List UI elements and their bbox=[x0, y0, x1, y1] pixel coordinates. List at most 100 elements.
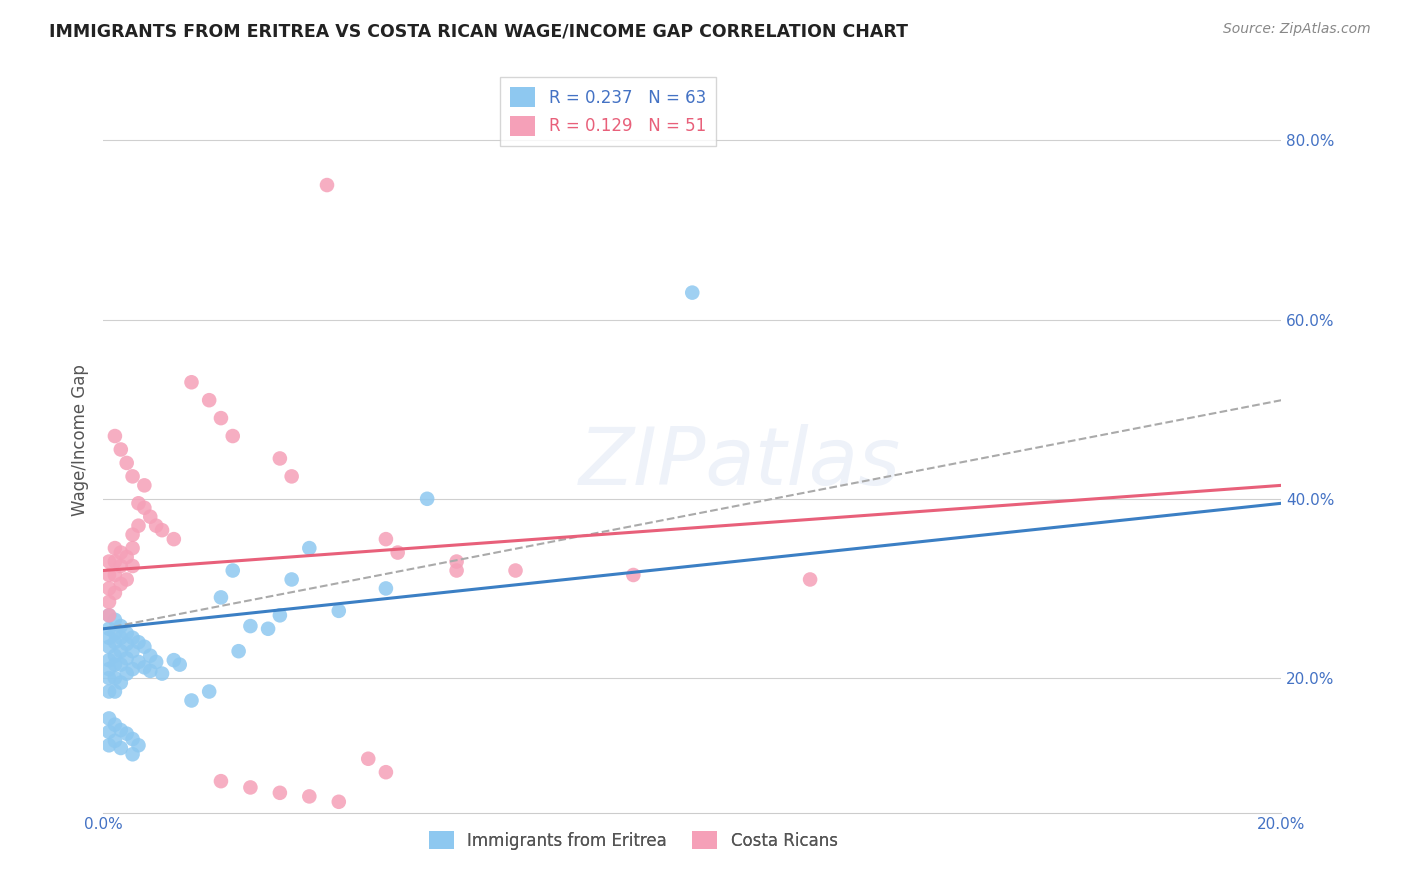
Y-axis label: Wage/Income Gap: Wage/Income Gap bbox=[72, 365, 89, 516]
Point bbox=[121, 541, 143, 555]
Point bbox=[799, 573, 821, 587]
Point bbox=[127, 496, 149, 510]
Point bbox=[115, 550, 138, 565]
Point bbox=[104, 671, 127, 685]
Point bbox=[374, 532, 396, 546]
Point bbox=[110, 675, 132, 690]
Point bbox=[121, 631, 143, 645]
Point bbox=[115, 626, 138, 640]
Point bbox=[357, 752, 380, 766]
Point bbox=[98, 671, 121, 685]
Point bbox=[134, 640, 156, 654]
Point bbox=[98, 640, 121, 654]
Point bbox=[104, 684, 127, 698]
Point bbox=[198, 393, 221, 408]
Point bbox=[209, 591, 232, 605]
Point bbox=[98, 662, 121, 676]
Text: IMMIGRANTS FROM ERITREA VS COSTA RICAN WAGE/INCOME GAP CORRELATION CHART: IMMIGRANTS FROM ERITREA VS COSTA RICAN W… bbox=[49, 22, 908, 40]
Point bbox=[209, 774, 232, 789]
Point bbox=[280, 469, 302, 483]
Point bbox=[150, 523, 173, 537]
Point bbox=[180, 376, 202, 390]
Point bbox=[110, 631, 132, 645]
Point bbox=[145, 518, 167, 533]
Point bbox=[115, 651, 138, 665]
Point bbox=[110, 644, 132, 658]
Point bbox=[104, 657, 127, 672]
Point bbox=[239, 780, 262, 795]
Point bbox=[104, 568, 127, 582]
Point bbox=[180, 693, 202, 707]
Point bbox=[209, 411, 232, 425]
Text: Source: ZipAtlas.com: Source: ZipAtlas.com bbox=[1223, 22, 1371, 37]
Point bbox=[121, 469, 143, 483]
Point bbox=[328, 604, 350, 618]
Point bbox=[98, 653, 121, 667]
Point bbox=[127, 635, 149, 649]
Point bbox=[298, 789, 321, 804]
Point bbox=[110, 442, 132, 457]
Point bbox=[280, 573, 302, 587]
Point bbox=[104, 626, 127, 640]
Point bbox=[127, 739, 149, 753]
Point bbox=[198, 684, 221, 698]
Point bbox=[145, 655, 167, 669]
Point bbox=[104, 586, 127, 600]
Point bbox=[134, 478, 156, 492]
Point bbox=[169, 657, 191, 672]
Point bbox=[621, 568, 644, 582]
Point bbox=[228, 644, 250, 658]
Point bbox=[505, 564, 527, 578]
Legend: Immigrants from Eritrea, Costa Ricans: Immigrants from Eritrea, Costa Ricans bbox=[422, 825, 844, 856]
Point bbox=[104, 648, 127, 663]
Point bbox=[104, 717, 127, 731]
Point bbox=[104, 555, 127, 569]
Point bbox=[121, 644, 143, 658]
Point bbox=[222, 564, 245, 578]
Point bbox=[110, 723, 132, 737]
Point bbox=[163, 532, 186, 546]
Point bbox=[121, 662, 143, 676]
Point bbox=[127, 655, 149, 669]
Point bbox=[416, 491, 439, 506]
Point bbox=[98, 739, 121, 753]
Point bbox=[328, 795, 350, 809]
Point bbox=[98, 608, 121, 623]
Point bbox=[104, 635, 127, 649]
Point bbox=[257, 622, 280, 636]
Point bbox=[139, 509, 162, 524]
Point bbox=[98, 684, 121, 698]
Point bbox=[98, 622, 121, 636]
Point bbox=[98, 724, 121, 739]
Point bbox=[104, 429, 127, 443]
Text: ZIPatlas: ZIPatlas bbox=[578, 424, 900, 502]
Point bbox=[98, 711, 121, 725]
Point bbox=[150, 666, 173, 681]
Point bbox=[222, 429, 245, 443]
Point bbox=[269, 451, 291, 466]
Point bbox=[110, 545, 132, 559]
Point bbox=[269, 786, 291, 800]
Point bbox=[139, 648, 162, 663]
Point bbox=[104, 734, 127, 748]
Point bbox=[374, 765, 396, 780]
Point bbox=[115, 456, 138, 470]
Point bbox=[681, 285, 703, 300]
Point bbox=[127, 518, 149, 533]
Point bbox=[98, 631, 121, 645]
Point bbox=[110, 559, 132, 574]
Point bbox=[110, 619, 132, 633]
Point bbox=[139, 664, 162, 678]
Point bbox=[316, 178, 339, 192]
Point bbox=[115, 666, 138, 681]
Point bbox=[446, 555, 468, 569]
Point bbox=[269, 608, 291, 623]
Point bbox=[134, 660, 156, 674]
Point bbox=[121, 527, 143, 541]
Point bbox=[110, 741, 132, 756]
Point bbox=[121, 732, 143, 747]
Point bbox=[121, 559, 143, 574]
Point bbox=[387, 545, 409, 559]
Point bbox=[121, 747, 143, 762]
Point bbox=[110, 657, 132, 672]
